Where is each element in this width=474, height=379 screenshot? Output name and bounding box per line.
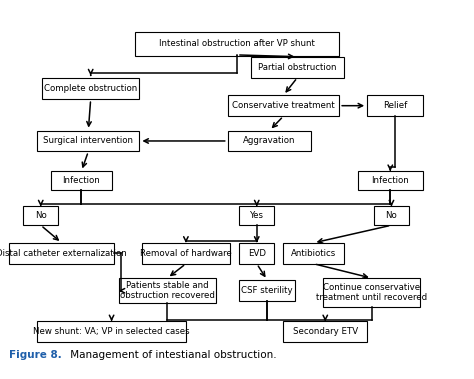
FancyBboxPatch shape: [23, 207, 58, 225]
FancyBboxPatch shape: [228, 95, 339, 116]
FancyBboxPatch shape: [283, 321, 367, 342]
Text: Aggravation: Aggravation: [243, 136, 296, 146]
Text: Continue conservative
treatment until recovered: Continue conservative treatment until re…: [316, 283, 427, 302]
Text: CSF sterility: CSF sterility: [241, 286, 293, 295]
FancyBboxPatch shape: [283, 243, 344, 264]
Text: Conservative treatment: Conservative treatment: [232, 101, 335, 110]
Text: Yes: Yes: [250, 211, 264, 220]
FancyBboxPatch shape: [228, 130, 311, 152]
Text: Complete obstruction: Complete obstruction: [44, 84, 137, 93]
Text: No: No: [385, 211, 397, 220]
FancyBboxPatch shape: [142, 243, 230, 264]
FancyBboxPatch shape: [37, 321, 186, 342]
Text: Distal catheter externalization: Distal catheter externalization: [0, 249, 127, 258]
Text: Management of intestianal obstruction.: Management of intestianal obstruction.: [67, 349, 277, 360]
FancyBboxPatch shape: [251, 57, 344, 78]
Text: Relief: Relief: [383, 101, 407, 110]
FancyBboxPatch shape: [358, 171, 423, 190]
Text: Secondary ETV: Secondary ETV: [293, 327, 358, 336]
FancyBboxPatch shape: [239, 280, 295, 301]
Text: Removal of hardware: Removal of hardware: [140, 249, 232, 258]
Text: Patients stable and
obstruction recovered: Patients stable and obstruction recovere…: [120, 281, 215, 301]
FancyBboxPatch shape: [323, 278, 420, 307]
FancyBboxPatch shape: [118, 278, 216, 303]
Text: EVD: EVD: [248, 249, 266, 258]
Text: Surgical intervention: Surgical intervention: [43, 136, 133, 146]
FancyBboxPatch shape: [367, 95, 423, 116]
FancyBboxPatch shape: [135, 31, 339, 56]
Text: New shunt: VA; VP in selected cases: New shunt: VA; VP in selected cases: [33, 327, 190, 336]
FancyBboxPatch shape: [42, 78, 139, 99]
Text: Infection: Infection: [372, 176, 409, 185]
Text: Infection: Infection: [63, 176, 100, 185]
FancyBboxPatch shape: [51, 171, 111, 190]
FancyBboxPatch shape: [239, 243, 274, 264]
Text: Figure 8.: Figure 8.: [9, 349, 62, 360]
FancyBboxPatch shape: [9, 243, 114, 264]
Text: Intestinal obstruction after VP shunt: Intestinal obstruction after VP shunt: [159, 39, 315, 48]
Text: No: No: [35, 211, 46, 220]
FancyBboxPatch shape: [374, 207, 409, 225]
Text: Partial obstruction: Partial obstruction: [258, 63, 337, 72]
FancyBboxPatch shape: [239, 207, 274, 225]
FancyBboxPatch shape: [37, 130, 139, 152]
Text: Antibiotics: Antibiotics: [291, 249, 336, 258]
